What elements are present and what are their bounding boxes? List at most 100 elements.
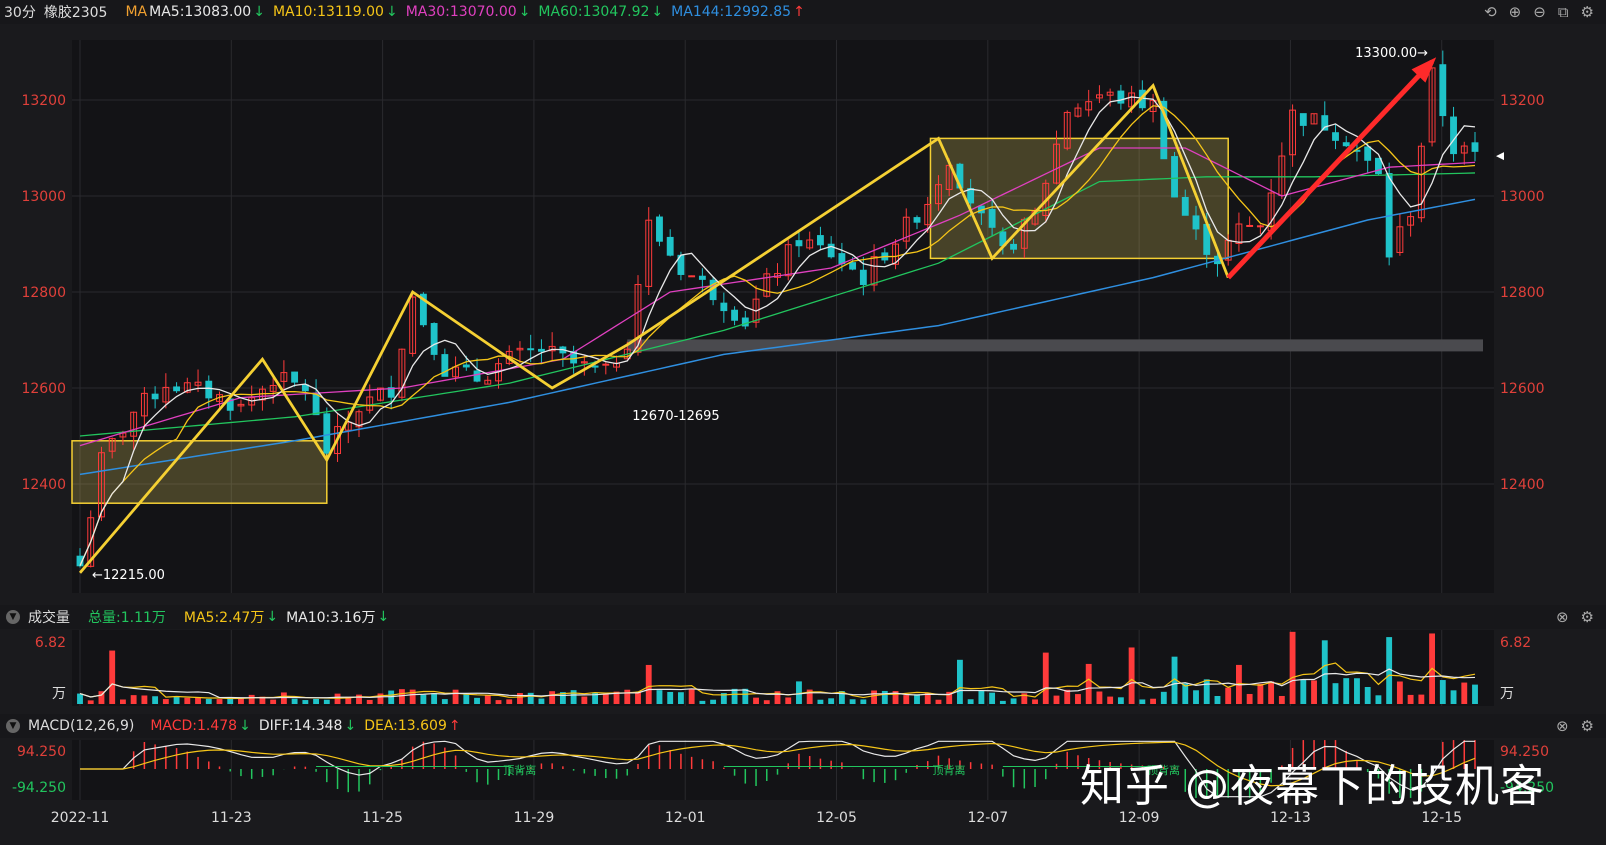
volume-bar — [1117, 697, 1124, 704]
volume-bar — [1289, 631, 1296, 704]
candle — [1299, 113, 1307, 126]
collapse-volume-icon[interactable]: ▼ — [6, 610, 20, 624]
zone-annotation: 12670-12695 — [632, 409, 719, 424]
candle — [1010, 243, 1018, 250]
volume-bar — [441, 699, 448, 704]
volume-bar — [130, 695, 137, 704]
undo-icon[interactable]: ⟲ — [1484, 3, 1497, 21]
collapse-macd-icon[interactable]: ▼ — [6, 719, 20, 733]
candle — [377, 387, 384, 401]
volume-bar — [1354, 678, 1360, 704]
candle — [634, 284, 642, 353]
macd-value: MACD:1.478 — [150, 718, 238, 734]
volume-bar — [849, 699, 856, 704]
candle — [1117, 90, 1125, 104]
divergence-line-0 — [316, 766, 510, 770]
volume-bar — [1321, 640, 1328, 704]
candle — [892, 243, 899, 265]
volume-bar — [280, 692, 287, 704]
x-tick-label-7: 12-09 — [1119, 810, 1160, 826]
volume-bar — [270, 699, 277, 704]
candle — [108, 438, 116, 452]
layout-icon[interactable]: ⧉ — [1557, 3, 1569, 21]
candle — [1364, 146, 1372, 161]
candle — [698, 275, 706, 280]
macd-controls: ⊗ ⚙ — [1556, 714, 1594, 738]
zoom-out-icon[interactable]: ⊖ — [1533, 3, 1546, 21]
volume-bar — [431, 693, 438, 704]
volume-bar — [162, 699, 169, 704]
candle — [1471, 142, 1479, 152]
volume-bar — [1193, 690, 1199, 704]
volume-ma5: MA5:2.47万 — [183, 610, 265, 626]
volume-bar — [1257, 683, 1264, 704]
volume-unit-left: 万 — [52, 686, 66, 702]
volume-settings-icon[interactable]: ⚙ — [1580, 608, 1594, 626]
volume-bar — [152, 696, 159, 704]
volume-bar — [409, 689, 416, 704]
volume-unit-right: 万 — [1500, 686, 1514, 702]
close-volume-icon[interactable]: ⊗ — [1555, 608, 1569, 626]
candle — [1289, 109, 1297, 156]
volume-bar — [817, 699, 824, 704]
volume-bar — [688, 688, 695, 704]
candle — [1407, 216, 1415, 226]
candle — [537, 348, 545, 352]
volume-bar — [205, 698, 212, 704]
volume-bar — [1364, 687, 1371, 704]
period-label[interactable]: 30分 — [4, 5, 36, 21]
diff-arrow: ↓ — [344, 718, 357, 734]
volume-bar — [1311, 680, 1317, 704]
volume-bar — [259, 696, 266, 704]
settings-icon[interactable]: ⚙ — [1580, 3, 1594, 21]
x-tick-label-5: 12-05 — [816, 810, 857, 826]
candle — [87, 517, 95, 567]
volume-bar — [624, 689, 631, 704]
price-tick-right: 12600 — [1500, 381, 1545, 397]
volume-bar — [892, 691, 899, 704]
candle — [1246, 224, 1254, 227]
candle — [409, 296, 417, 354]
volume-title: 成交量 — [28, 610, 70, 626]
ma10-line — [79, 105, 1476, 567]
macd-title: MACD(12,26,9) — [28, 718, 135, 734]
volume-bar — [538, 698, 545, 704]
volume-bar — [753, 697, 759, 704]
volume-bar — [388, 690, 395, 704]
volume-bar — [527, 692, 534, 704]
candle — [248, 397, 256, 406]
candle — [1181, 196, 1189, 216]
macd-settings-icon[interactable]: ⚙ — [1580, 717, 1594, 735]
volume-bar — [796, 681, 802, 704]
volume-bar — [946, 691, 953, 704]
volume-bar — [828, 698, 835, 704]
x-tick-label-1: 11-23 — [211, 810, 252, 826]
volume-bar — [463, 694, 470, 704]
dea-line — [80, 741, 1476, 787]
volume-tick-top-left: 6.82 — [35, 635, 66, 651]
candle — [1439, 64, 1447, 117]
x-tick-label-4: 12-01 — [665, 810, 706, 826]
diff-value: DIFF:14.348 — [258, 718, 343, 734]
candle — [1063, 111, 1071, 149]
volume-bar — [195, 697, 201, 704]
price-tick-right: 12400 — [1500, 477, 1545, 493]
volume-bar — [956, 659, 963, 704]
low-annotation: ←12215.00 — [92, 568, 165, 583]
zoom-in-icon[interactable]: ⊕ — [1508, 3, 1522, 21]
volume-bar — [742, 688, 749, 704]
ma-item-arrow-0: ↓ — [253, 4, 265, 20]
candle — [1428, 67, 1436, 143]
volume-bar — [109, 650, 116, 704]
candle — [1106, 91, 1114, 96]
volume-bar — [1075, 694, 1081, 704]
candle — [1460, 145, 1468, 154]
dea-value: DEA:13.609 — [364, 718, 447, 734]
candle — [731, 309, 739, 321]
volume-bar — [302, 700, 309, 704]
ma-item-arrow-2: ↓ — [518, 4, 531, 20]
volume-bar — [785, 697, 792, 704]
close-macd-icon[interactable]: ⊗ — [1555, 717, 1569, 735]
symbol-label[interactable]: 橡胶2305 — [43, 5, 108, 21]
macd-tick-top-right: 94.250 — [1500, 744, 1549, 760]
